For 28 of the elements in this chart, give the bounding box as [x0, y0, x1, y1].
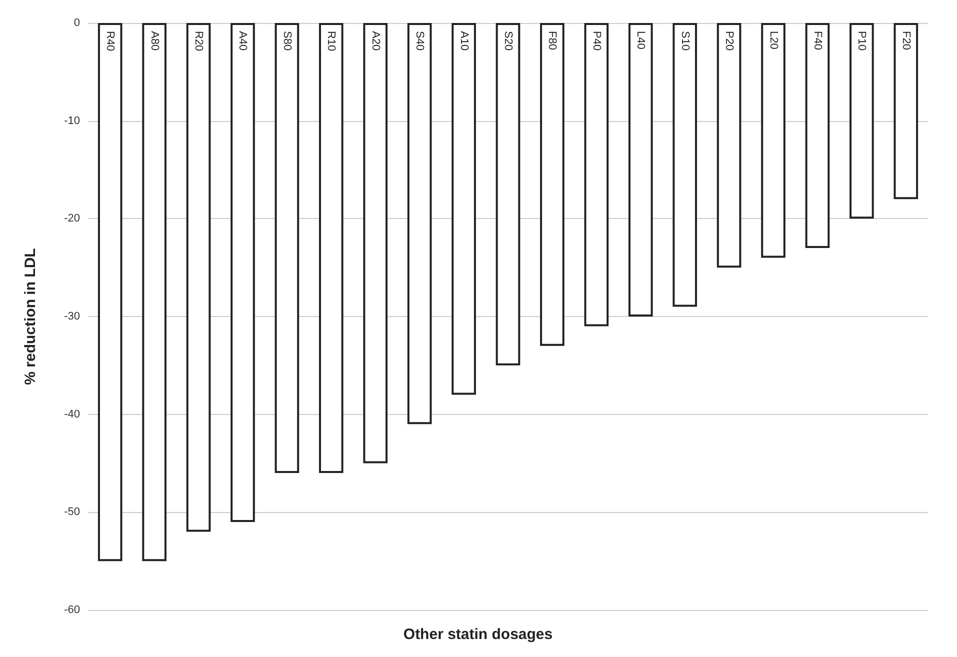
x-tick-label: L20 [767, 31, 780, 50]
x-tick-label: F20 [900, 31, 912, 50]
x-tick-label: F40 [811, 31, 824, 50]
y-tick-label: -20 [64, 212, 80, 225]
x-tick-label: P10 [856, 31, 868, 51]
y-tick-label: 0 [74, 17, 80, 29]
x-tick-label: S80 [280, 31, 293, 51]
y-tick-label: -40 [64, 408, 80, 420]
x-tick-label: P20 [723, 31, 736, 51]
x-tick-label: F80 [546, 31, 558, 50]
x-tick-label: R20 [192, 31, 205, 52]
y-axis-title: % reduction in LDL [22, 248, 39, 385]
x-tick-label: A10 [458, 31, 470, 51]
x-tick-label: R40 [104, 31, 116, 52]
x-tick-label: R10 [325, 31, 338, 52]
y-tick-label: -10 [64, 114, 80, 127]
x-tick-label: A80 [148, 31, 160, 51]
x-tick-label: P40 [590, 31, 602, 51]
x-tick-label: S40 [414, 31, 426, 51]
x-axis-title: Other statin dosages [403, 626, 553, 643]
x-tick-label: A20 [369, 31, 382, 51]
x-tick-label: A40 [236, 31, 249, 51]
x-tick-label: S20 [502, 31, 514, 51]
x-tick-label: L40 [634, 31, 647, 50]
x-tick-label: S10 [678, 31, 691, 51]
y-tick-label: -50 [64, 506, 80, 518]
y-tick-label: -30 [64, 310, 80, 322]
y-tick-label: -60 [64, 604, 80, 616]
